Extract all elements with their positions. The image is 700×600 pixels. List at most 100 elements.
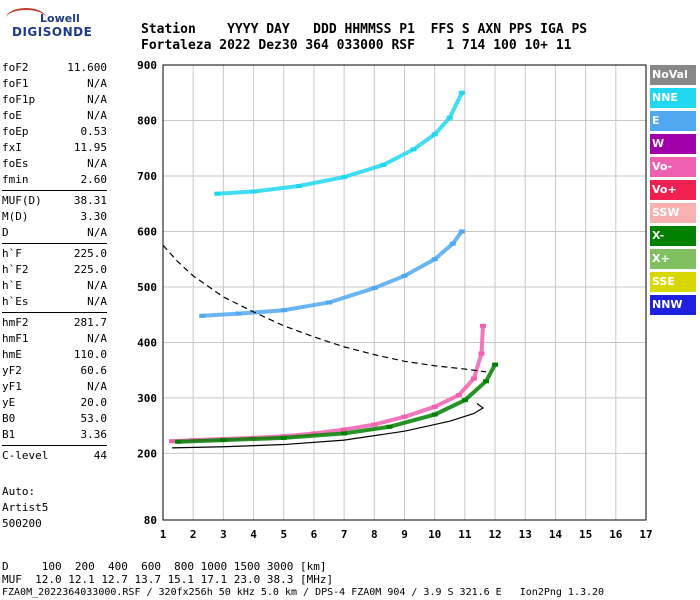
param-value: N/A [87,332,107,345]
y-tick-label: 300 [137,392,157,405]
param-value: 20.0 [80,396,108,409]
x-tick-label: 3 [220,528,227,541]
param-value: 225.0 [73,247,107,260]
legend-item: E [650,111,696,131]
param-name: B0 [2,412,16,425]
param-value: N/A [87,295,107,308]
param-name: h`F2 [2,263,29,276]
param-name: D [2,226,9,239]
plot-frame [162,64,647,521]
param-name: yF2 [2,364,22,377]
param-name: hmF1 [2,332,29,345]
param-value: 0.53 [80,125,108,138]
trace-line [215,90,464,196]
separator [2,312,107,313]
y-tick-label: 400 [137,336,157,349]
param-value: N/A [87,380,107,393]
param-value: 38.31 [73,194,107,207]
param-row: B1 3.36 [2,427,107,443]
y-tick-label: 700 [137,170,157,183]
param-name: foE [2,109,22,122]
logo-lowell: Lowell [40,12,80,25]
legend-item: X- [650,226,696,246]
y-tick-label: 500 [137,281,157,294]
legend-item: NNW [650,295,696,315]
legend-item: Vo+ [650,180,696,200]
param-value: 281.7 [73,316,107,329]
logo-arc [6,8,46,28]
param-value: N/A [87,226,107,239]
param-row: M(D) 3.30 [2,209,107,225]
param-name: B1 [2,428,16,441]
y-tick-label: 900 [137,59,157,72]
param-value: 44 [93,449,107,462]
param-row: yE 20.0 [2,395,107,411]
header-labels: Station YYYY DAY DDD HHMMSS P1 FFS S AXN… [141,22,588,37]
x-tick-label: 11 [458,528,472,541]
x-tick-label: 1 [160,528,167,541]
param-name: foEs [2,157,29,170]
trace-line [200,229,464,318]
param-row: hmF2 281.7 [2,315,107,331]
legend-item: NoVal [650,65,696,85]
separator [2,445,107,446]
param-name: fmin [2,173,29,186]
param-value: N/A [87,279,107,292]
distance-row: D 100 200 400 600 800 1000 1500 3000 [km… [2,560,327,573]
param-name: h`Es [2,295,29,308]
param-row: B0 53.0 [2,411,107,427]
param-value: 11.600 [67,61,107,74]
parameter-panel: foF2 11.600 foF1 N/A foF1p N/A foE N/A foEp 0.53 f… [2,60,107,464]
muf-row: MUF 12.0 12.1 12.7 13.7 15.1 17.1 23.0 3… [2,573,334,586]
param-name: hmE [2,348,22,361]
x-tick-label: 5 [280,528,287,541]
param-row: C-level 44 [2,448,107,464]
legend-item: SSE [650,272,696,292]
y-tick-label: 80 [144,514,157,527]
param-name: foF1p [2,93,36,106]
x-tick-label: 12 [488,528,501,541]
legend-item: W [650,134,696,154]
param-row: D N/A [2,225,107,241]
param-row: foEp 0.53 [2,124,107,140]
param-row: h`F 225.0 [2,246,107,262]
param-name: h`E [2,279,22,292]
param-row: hmF1 N/A [2,331,107,347]
y-tick-label: 200 [137,447,157,460]
separator [2,190,107,191]
param-value: 3.36 [80,428,108,441]
param-value: 225.0 [73,263,107,276]
param-row: foEs N/A [2,156,107,172]
param-row: MUF(D) 38.31 [2,193,107,209]
param-row: foE N/A [2,108,107,124]
auto-system: Artist5 [2,501,49,514]
param-name: MUF(D) [2,194,42,207]
param-row: h`Es N/A [2,294,107,310]
x-tick-label: 17 [639,528,652,541]
x-tick-label: 4 [250,528,257,541]
param-name: foEp [2,125,29,138]
param-name: h`F [2,247,22,260]
legend-item: Vo- [650,157,696,177]
param-name: foF1 [2,77,29,90]
x-tick-label: 16 [609,528,623,541]
param-row: h`F2 225.0 [2,262,107,278]
auto-version: 500200 [2,517,42,530]
auto-info: Auto: Artist5 500200 [2,484,107,532]
param-name: yF1 [2,380,22,393]
param-row: foF1p N/A [2,92,107,108]
param-value: 110.0 [73,348,107,361]
param-value: 53.0 [80,412,108,425]
param-row: yF2 60.6 [2,363,107,379]
legend-item: NNE [650,88,696,108]
y-tick-label: 600 [137,225,157,238]
param-name: yE [2,396,16,409]
legend: NoVal NNE E W Vo- Vo+ SSW X- X+ SSE NNW [650,65,696,318]
param-row: foF2 11.600 [2,60,107,76]
param-value: 60.6 [80,364,108,377]
legend-item: SSW [650,203,696,223]
auto-label: Auto: [2,485,36,498]
param-value: N/A [87,93,107,106]
